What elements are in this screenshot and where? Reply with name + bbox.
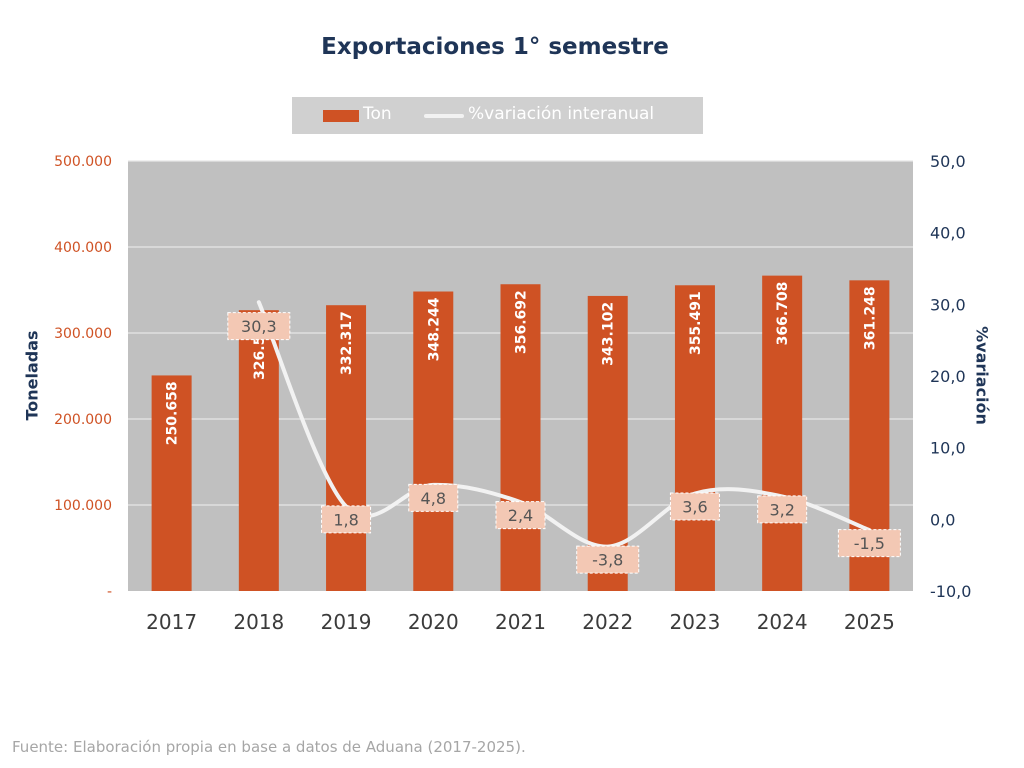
variation-label-box	[837, 529, 901, 558]
legend-swatch-ton	[323, 110, 359, 122]
bar	[674, 285, 715, 591]
variation-label-box	[408, 483, 459, 512]
x-tick-label: 2019	[321, 610, 372, 634]
variation-label-box	[669, 492, 720, 521]
bar	[500, 284, 541, 591]
bar-value-label: 355.491	[688, 291, 704, 355]
bar-value-label: 348.244	[426, 297, 442, 361]
bar-value-label: 366.708	[775, 282, 791, 346]
bar-value-label: 343.102	[601, 302, 617, 366]
x-tick-label: 2018	[233, 610, 284, 634]
variation-value-label: 3,6	[682, 498, 707, 517]
legend-label-variacion: %variación interanual	[468, 104, 655, 124]
bar-value-label: 356.692	[514, 290, 530, 354]
variation-value-label: 1,8	[333, 510, 358, 529]
bar	[762, 275, 803, 591]
variation-value-label: 4,8	[421, 489, 446, 508]
y-tick-label: 500.000	[54, 154, 112, 170]
y2-tick-label: 20,0	[930, 367, 966, 386]
variation-label-box	[757, 495, 808, 524]
variation-value-label: -3,8	[592, 551, 623, 570]
variation-value-label: 3,2	[769, 500, 794, 519]
y2-tick-label: 0,0	[930, 510, 955, 529]
x-tick-label: 2017	[146, 610, 197, 634]
y-tick-label: 300.000	[54, 326, 112, 342]
x-tick-label: 2021	[495, 610, 546, 634]
x-tick-label: 2023	[669, 610, 720, 634]
legend-label-ton: Ton	[363, 104, 392, 124]
y2-tick-label: 50,0	[930, 152, 966, 171]
chart-title: Exportaciones 1° semestre	[321, 34, 669, 60]
legend-swatch-variacion	[424, 114, 464, 118]
y-axis-title: Toneladas	[22, 330, 42, 421]
variation-value-label: 30,3	[241, 317, 277, 336]
x-tick-label: 2020	[408, 610, 459, 634]
y-tick-label: 400.000	[54, 240, 112, 256]
variation-label-box	[576, 545, 640, 574]
y2-tick-label: -10,0	[930, 582, 971, 601]
bar-value-label: 250.658	[165, 381, 181, 445]
bar	[238, 310, 279, 591]
y2-tick-label: 10,0	[930, 439, 966, 458]
source-note: Fuente: Elaboración propia en base a dat…	[12, 738, 526, 756]
bar	[151, 375, 192, 591]
bar-value-label: 361.248	[862, 286, 878, 350]
bar	[413, 291, 454, 591]
variation-label-box	[321, 505, 372, 534]
x-tick-label: 2022	[582, 610, 633, 634]
variation-label-box	[227, 312, 291, 341]
y2-tick-label: 40,0	[930, 224, 966, 243]
bar-value-label: 332.317	[339, 311, 355, 375]
variation-value-label: -1,5	[854, 534, 885, 553]
variation-value-label: 2,4	[508, 506, 533, 525]
y-tick-label: 200.000	[54, 412, 112, 428]
bar	[326, 305, 367, 591]
x-tick-label: 2024	[757, 610, 808, 634]
variation-label-box	[495, 501, 546, 530]
chart-legend: Ton %variación interanual	[292, 97, 703, 134]
x-tick-label: 2025	[844, 610, 895, 634]
y2-axis-title: %variación	[972, 326, 992, 425]
y2-tick-label: 30,0	[930, 295, 966, 314]
y-tick-label: 100.000	[54, 498, 112, 514]
y-tick-label: -	[107, 584, 112, 600]
